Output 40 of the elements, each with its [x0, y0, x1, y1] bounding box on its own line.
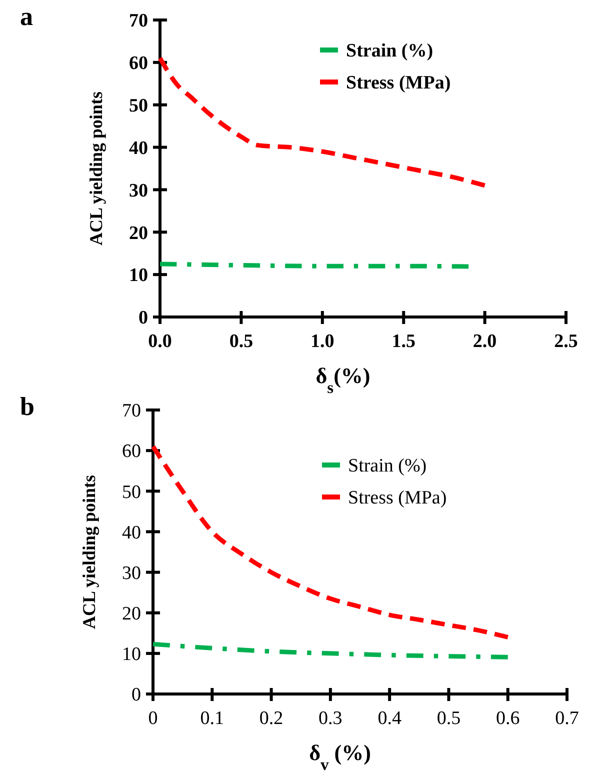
y-axis-title: ACL yielding points — [86, 91, 106, 246]
x-tick-label: 2.5 — [554, 331, 578, 352]
y-tick-label: 40 — [122, 522, 141, 544]
x-tick-label: 1.0 — [310, 331, 334, 352]
x-tick-label: 0.5 — [436, 708, 461, 729]
y-tick-label: 50 — [129, 96, 148, 117]
x-tick-label: 2.0 — [472, 331, 497, 352]
y-tick-label: 20 — [129, 222, 148, 244]
legend-label: Strain (%) — [346, 40, 434, 62]
x-axis-title: δ$_{s}$(%) — [316, 363, 370, 396]
y-tick-label: 10 — [129, 265, 148, 286]
x-tick-label: 0.2 — [259, 708, 284, 729]
y-tick-label: 0 — [138, 308, 148, 329]
y-tick-label: 50 — [122, 482, 141, 503]
legend-label: Stress (MPa) — [346, 72, 451, 94]
chart-title: b — [20, 392, 34, 421]
y-tick-label: 10 — [122, 644, 141, 666]
y-axis-title: ACL yielding points — [79, 474, 99, 630]
y-tick-label: 40 — [129, 138, 148, 159]
y-tick-label: 60 — [122, 441, 141, 462]
line-series — [150, 444, 510, 640]
chart-title: a — [20, 2, 33, 31]
y-tick-label: 30 — [129, 180, 148, 202]
x-tick-label: 0.7 — [555, 708, 579, 729]
x-tick-label: 0.6 — [496, 708, 520, 729]
x-tick-label: 0.1 — [200, 708, 224, 729]
y-tick-label: 20 — [122, 604, 141, 625]
y-tick-label: 70 — [129, 10, 148, 32]
legend-label: Strain (%) — [348, 456, 427, 477]
x-tick-label: 0.4 — [378, 708, 402, 729]
y-tick-label: 60 — [129, 53, 148, 74]
legend-label: Stress (MPa) — [348, 488, 447, 509]
x-tick-label: 0.5 — [229, 331, 254, 352]
y-tick-label: 30 — [122, 562, 141, 584]
x-tick-label: 0.0 — [148, 331, 172, 352]
x-tick-label: 1.5 — [392, 331, 416, 352]
y-tick-label: 70 — [122, 400, 141, 422]
y-tick-label: 0 — [132, 684, 141, 706]
x-tick-label: 0.3 — [318, 708, 342, 729]
x-axis-title: δ$_{v}$ (%) — [309, 740, 371, 774]
